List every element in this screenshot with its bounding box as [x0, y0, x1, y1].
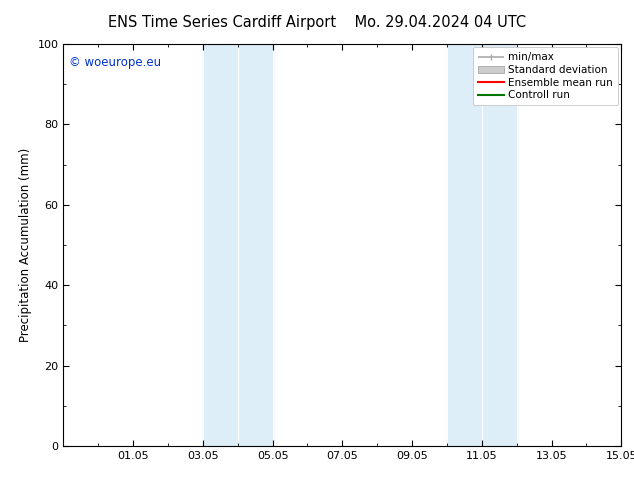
- Bar: [203, 44, 238, 446]
- Y-axis label: Precipitation Accumulation (mm): Precipitation Accumulation (mm): [19, 148, 32, 342]
- Legend: min/max, Standard deviation, Ensemble mean run, Controll run: min/max, Standard deviation, Ensemble me…: [473, 47, 618, 105]
- Bar: [447, 44, 482, 446]
- Text: ENS Time Series Cardiff Airport    Mo. 29.04.2024 04 UTC: ENS Time Series Cardiff Airport Mo. 29.0…: [108, 15, 526, 30]
- Bar: [238, 44, 273, 446]
- Text: © woeurope.eu: © woeurope.eu: [69, 56, 161, 69]
- Bar: [482, 44, 517, 446]
